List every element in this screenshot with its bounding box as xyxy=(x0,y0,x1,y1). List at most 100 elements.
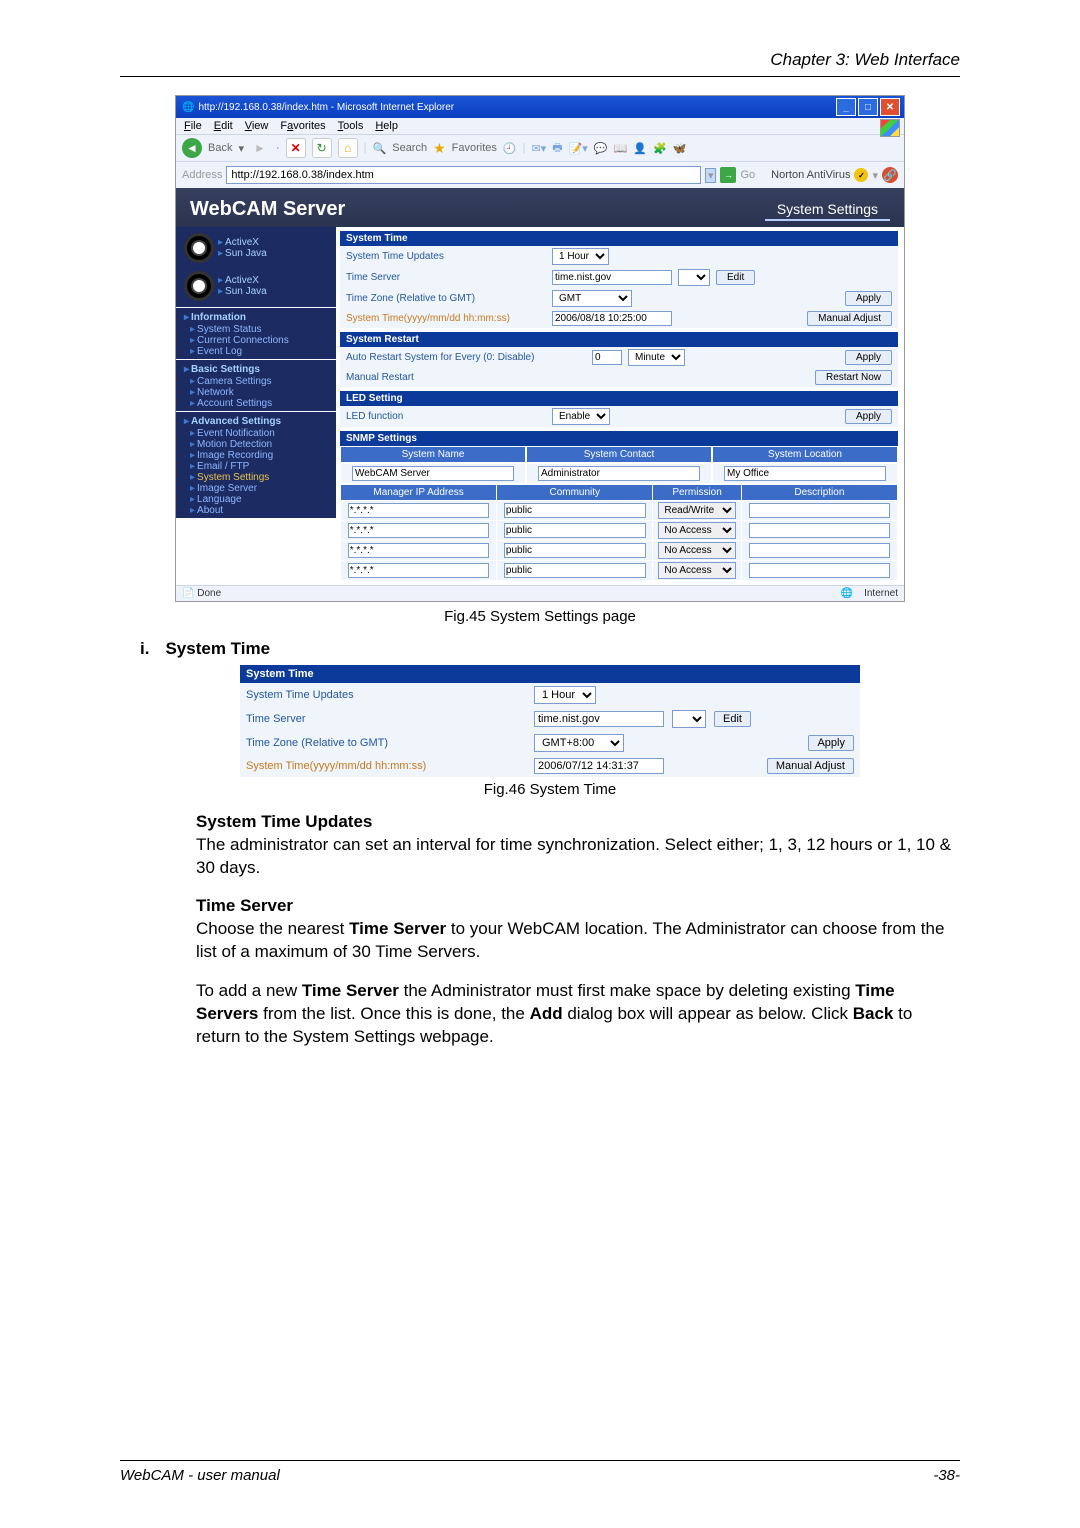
messenger-icon[interactable]: 👤 xyxy=(633,142,647,155)
sidebar-item[interactable]: ▸Language xyxy=(180,494,332,505)
camera-link-2[interactable]: ▸ActiveX▸Sun Java xyxy=(180,267,332,305)
field-label: System Time Updates xyxy=(246,689,526,701)
apply-button[interactable]: Apply xyxy=(808,735,854,751)
search-label[interactable]: Search xyxy=(392,142,427,154)
addons-icon[interactable]: 🧩 xyxy=(653,142,667,155)
camera-link-1[interactable]: ▸ActiveX▸Sun Java xyxy=(180,229,332,267)
apply-button[interactable]: Apply xyxy=(845,350,892,365)
ip-input[interactable] xyxy=(348,543,490,558)
edit-button[interactable]: Edit xyxy=(716,270,755,285)
sidebar-item[interactable]: ▸Current Connections xyxy=(180,335,332,346)
led-select[interactable]: Enable xyxy=(552,408,610,425)
ip-input[interactable] xyxy=(348,563,490,578)
maximize-icon[interactable]: □ xyxy=(858,98,878,116)
research-icon[interactable]: 📖 xyxy=(614,142,628,155)
restart-unit-select[interactable]: Minute xyxy=(628,349,685,366)
ip-input[interactable] xyxy=(348,503,490,518)
discuss-icon[interactable]: 💬 xyxy=(594,142,608,155)
manual-adjust-button[interactable]: Manual Adjust xyxy=(807,311,892,326)
search-icon[interactable]: 🔍 xyxy=(373,142,387,155)
system-location-input[interactable] xyxy=(724,466,886,481)
address-input[interactable] xyxy=(226,166,701,184)
restart-now-button[interactable]: Restart Now xyxy=(815,370,892,385)
sidebar-item[interactable]: ▸Camera Settings xyxy=(180,376,332,387)
community-input[interactable] xyxy=(504,563,646,578)
sidebar-group: Basic Settings xyxy=(191,364,260,375)
sidebar-item[interactable]: ▸Motion Detection xyxy=(180,439,332,450)
sidebar-item[interactable]: ▸Email / FTP xyxy=(180,461,332,472)
desc-input[interactable] xyxy=(749,563,891,578)
edit-button[interactable]: Edit xyxy=(714,711,751,727)
favorites-label[interactable]: Favorites xyxy=(452,142,497,154)
norton-icon[interactable]: ✓ xyxy=(854,168,868,182)
back-dropdown-icon[interactable]: ▾ xyxy=(238,142,244,155)
sidebar-item[interactable]: ▸Network xyxy=(180,387,332,398)
system-contact-input[interactable] xyxy=(538,466,700,481)
edit-icon[interactable]: 📝▾ xyxy=(569,142,588,155)
menu-tools[interactable]: Tools xyxy=(338,120,364,132)
sidebar-item[interactable]: ▸System Status xyxy=(180,324,332,335)
sidebar-item[interactable]: ▸Event Log xyxy=(180,346,332,357)
ie-icon: 🌐 xyxy=(182,102,194,113)
sidebar-item-active[interactable]: ▸System Settings xyxy=(180,472,332,483)
history-icon[interactable]: 🕘 xyxy=(503,142,517,155)
timezone-select[interactable]: GMT+8:00 xyxy=(534,734,624,752)
community-input[interactable] xyxy=(504,523,646,538)
go-icon[interactable]: → xyxy=(720,167,736,183)
permission-select[interactable]: No Access xyxy=(658,542,735,559)
sidebar-item[interactable]: ▸Image Recording xyxy=(180,450,332,461)
apply-button[interactable]: Apply xyxy=(845,291,892,306)
address-dropdown-icon[interactable]: ▾ xyxy=(705,168,717,183)
community-input[interactable] xyxy=(504,503,646,518)
close-icon[interactable]: ✕ xyxy=(880,98,900,116)
refresh-icon[interactable]: ↻ xyxy=(312,138,332,158)
timeserver-input[interactable] xyxy=(552,270,672,285)
section-title: System Time xyxy=(165,639,270,659)
systime-input[interactable] xyxy=(552,311,672,326)
system-name-input[interactable] xyxy=(352,466,514,481)
update-interval-select[interactable]: 1 Hour xyxy=(552,248,609,265)
back-icon[interactable]: ◄ xyxy=(182,138,202,158)
favorites-icon[interactable]: ★ xyxy=(433,140,446,157)
menu-file[interactable]: File xyxy=(184,120,202,132)
print-icon[interactable]: 🖶 xyxy=(552,139,562,158)
permission-select[interactable]: No Access xyxy=(658,562,735,579)
timeserver-input[interactable] xyxy=(534,711,664,727)
systime-input[interactable] xyxy=(534,758,664,774)
menu-favorites[interactable]: Favorites xyxy=(280,120,325,132)
col-head: System Name xyxy=(340,446,526,463)
ip-input[interactable] xyxy=(348,523,490,538)
timezone-select[interactable]: GMT xyxy=(552,290,632,307)
norton-dropdown-icon[interactable]: ▾ xyxy=(872,169,878,182)
permission-select[interactable]: No Access xyxy=(658,522,735,539)
menu-edit[interactable]: Edit xyxy=(214,120,233,132)
menu-help[interactable]: Help xyxy=(375,120,398,132)
timeserver-select[interactable] xyxy=(672,710,706,728)
sidebar-item[interactable]: ▸About xyxy=(180,505,332,516)
desc-input[interactable] xyxy=(749,503,891,518)
msn-icon[interactable]: 🦋 xyxy=(673,142,687,155)
sidebar-item[interactable]: ▸Image Server xyxy=(180,483,332,494)
sidebar-item[interactable]: ▸Event Notification xyxy=(180,428,332,439)
stop-icon[interactable]: ✕ xyxy=(286,138,306,158)
minimize-icon[interactable]: _ xyxy=(836,98,856,116)
desc-input[interactable] xyxy=(749,543,891,558)
field-label: System Time Updates xyxy=(346,251,546,262)
timeserver-select[interactable] xyxy=(678,269,710,286)
section-head: LED Setting xyxy=(340,391,898,406)
restart-value-input[interactable] xyxy=(592,350,622,365)
community-input[interactable] xyxy=(504,543,646,558)
permission-select[interactable]: Read/Write xyxy=(658,502,735,519)
mail-icon[interactable]: ✉▾ xyxy=(531,142,546,155)
apply-button[interactable]: Apply xyxy=(845,409,892,424)
sidebar-item[interactable]: ▸Account Settings xyxy=(180,398,332,409)
back-label[interactable]: Back xyxy=(208,142,232,154)
home-icon[interactable]: ⌂ xyxy=(338,138,358,158)
field-label: Time Server xyxy=(246,713,526,725)
manual-adjust-button[interactable]: Manual Adjust xyxy=(767,758,854,774)
update-interval-select[interactable]: 1 Hour xyxy=(534,686,596,704)
go-label[interactable]: Go xyxy=(740,169,755,181)
menu-view[interactable]: View xyxy=(245,120,269,132)
links-icon[interactable]: 🔗 xyxy=(882,167,898,183)
desc-input[interactable] xyxy=(749,523,891,538)
